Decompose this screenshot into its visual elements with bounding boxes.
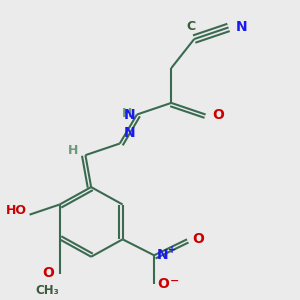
Text: O: O — [192, 232, 204, 246]
Text: N: N — [157, 248, 169, 262]
Text: −: − — [170, 276, 179, 286]
Text: N: N — [236, 20, 247, 34]
Text: N: N — [124, 107, 136, 122]
Text: +: + — [168, 245, 176, 255]
Text: N: N — [124, 126, 136, 140]
Text: O: O — [212, 107, 224, 122]
Text: O: O — [157, 277, 169, 291]
Text: C: C — [187, 20, 196, 33]
Text: HO: HO — [6, 204, 27, 217]
Text: H: H — [122, 106, 133, 120]
Text: H: H — [68, 144, 78, 157]
Text: O: O — [42, 266, 54, 280]
Text: CH₃: CH₃ — [35, 284, 58, 297]
